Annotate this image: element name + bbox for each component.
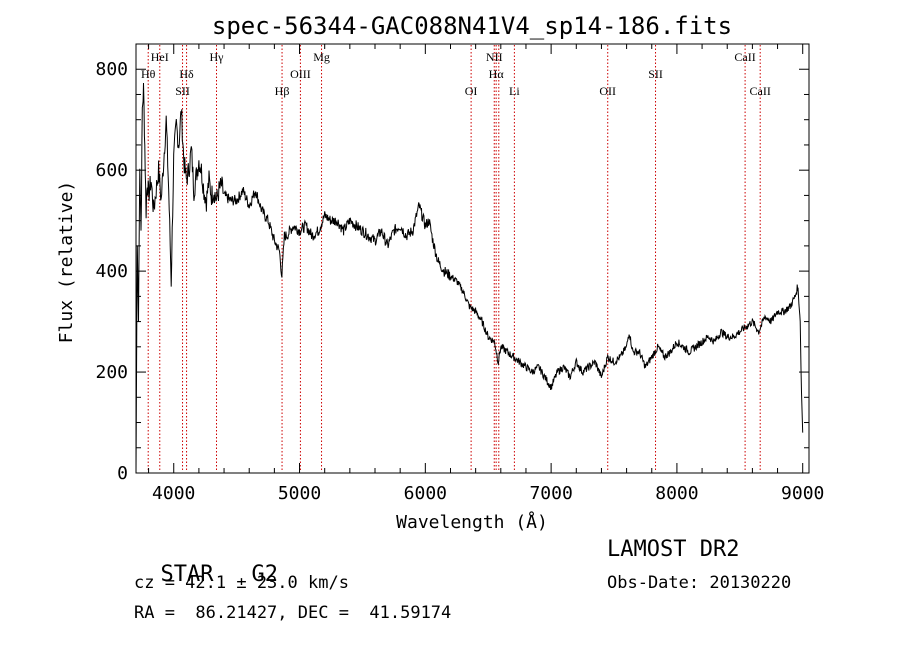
obs-date-readout: Obs-Date: 20130220 (607, 573, 792, 593)
subclass-label: G2 (251, 562, 278, 587)
line-label: CaII (734, 50, 755, 64)
line-label: SII (175, 84, 190, 98)
y-tick-label: 800 (95, 59, 128, 80)
line-label: SII (648, 67, 663, 81)
line-label: Hβ (275, 84, 290, 98)
spectral-line-markers (147, 45, 761, 472)
line-label: Hγ (210, 50, 225, 64)
y-tick-label: 400 (95, 261, 128, 282)
x-tick-label: 8000 (655, 483, 698, 504)
object-class: STAR G2 (134, 537, 278, 587)
line-label: OII (599, 84, 616, 98)
line-label: Hα (489, 67, 505, 81)
x-tick-label: 7000 (529, 483, 572, 504)
x-tick-label: 5000 (278, 483, 321, 504)
line-label: Li (509, 84, 520, 98)
x-axis-label: Wavelength (Å) (396, 511, 548, 533)
line-label: NII (486, 50, 503, 64)
coordinates-readout: RA = 86.21427, DEC = 41.59174 (134, 603, 452, 623)
chart-title: spec-56344-GAC088N41V4_sp14-186.fits (212, 12, 732, 40)
line-label: Hθ (141, 67, 156, 81)
y-tick-label: 0 (117, 463, 128, 484)
class-label: STAR (160, 562, 214, 587)
line-label: OI (465, 84, 478, 98)
y-tick-label: 200 (95, 362, 128, 383)
x-axis: 4000 5000 6000 7000 8000 9000 (148, 44, 824, 504)
x-tick-label: 9000 (781, 483, 824, 504)
line-label: Mg (313, 50, 330, 64)
redshift-readout: cz = 42.1 ± 23.0 km/s (134, 573, 349, 593)
x-tick-label: 6000 (404, 483, 447, 504)
survey-label: LAMOST DR2 (607, 537, 740, 562)
line-label: CaII (750, 84, 771, 98)
line-label: Hδ (179, 67, 194, 81)
y-tick-label: 600 (95, 160, 128, 181)
y-axis-label: Flux (relative) (56, 181, 77, 344)
x-tick-label: 4000 (152, 483, 195, 504)
plot-frame (135, 43, 810, 474)
line-label: OIII (290, 67, 311, 81)
spectrum-line (135, 82, 804, 474)
line-label: HeI (151, 50, 169, 64)
y-axis: 0 200 400 600 800 (95, 59, 809, 484)
